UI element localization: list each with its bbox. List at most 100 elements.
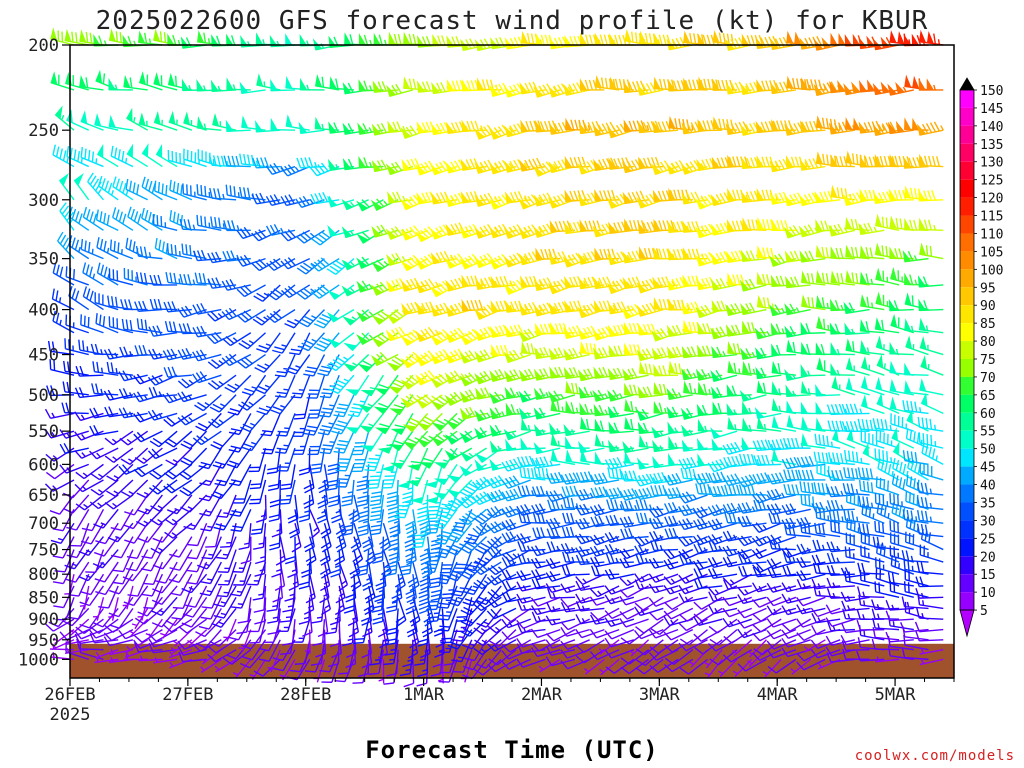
wind-barb — [693, 472, 723, 485]
wind-barb — [120, 447, 149, 465]
wind-barb — [563, 423, 590, 437]
wind-barb — [104, 406, 134, 418]
colorbar-segment — [960, 90, 974, 108]
wind-barb — [710, 326, 738, 340]
wind-barb — [213, 596, 237, 619]
wind-barb — [121, 479, 149, 498]
wind-barb — [168, 110, 193, 131]
wind-barb — [270, 117, 296, 131]
wind-barb — [342, 122, 369, 135]
wind-barb — [79, 74, 104, 91]
wind-barb — [487, 618, 517, 634]
wind-barb — [385, 326, 414, 342]
wind-barb — [335, 464, 355, 488]
wind-barb — [378, 659, 385, 684]
wind-barb — [518, 368, 546, 382]
wind-barb — [152, 522, 178, 543]
wind-barb — [89, 425, 119, 437]
colorbar-label: 80 — [980, 335, 996, 350]
colorbar-segment — [960, 592, 974, 611]
colorbar-segment — [960, 341, 974, 359]
wind-barb — [221, 307, 252, 321]
wind-barb — [303, 479, 315, 509]
wind-barb — [75, 494, 104, 511]
wind-barb — [635, 639, 664, 656]
wind-barb — [619, 573, 649, 587]
wind-barb — [167, 149, 193, 168]
wind-barb — [394, 561, 406, 592]
wind-barb — [604, 487, 634, 500]
wind-barb — [125, 549, 149, 572]
wind-barb — [360, 430, 384, 452]
wind-barb — [79, 585, 105, 607]
wind-barb — [459, 463, 487, 477]
colorbar-label: 100 — [980, 263, 1003, 278]
wind-barb — [458, 508, 487, 526]
wind-barb — [486, 573, 517, 586]
wind-barb — [163, 412, 193, 427]
wind-barb — [248, 447, 267, 473]
wind-barb — [195, 412, 222, 432]
wind-barb — [253, 585, 267, 613]
wind-barb — [330, 549, 342, 578]
wind-barb — [549, 366, 576, 379]
wind-barb — [284, 574, 296, 602]
wind-barb — [648, 573, 679, 583]
colorbar-label: 150 — [980, 84, 1003, 99]
colorbar-segment — [960, 269, 974, 288]
wind-barb — [516, 570, 546, 582]
wind-barb — [200, 561, 222, 585]
wind-barb — [314, 74, 340, 91]
wind-barb — [149, 463, 178, 480]
wind-barb — [222, 649, 252, 665]
wind-barb — [473, 508, 502, 525]
wind-barb — [153, 72, 178, 91]
wind-barb — [249, 479, 267, 505]
wind-barb — [230, 509, 252, 532]
wind-barb — [518, 390, 546, 403]
wind-barb — [52, 144, 75, 168]
wind-barb — [207, 251, 237, 264]
wind-barb — [226, 33, 251, 47]
wind-barb — [362, 561, 374, 591]
colorbar-label: 15 — [980, 568, 996, 583]
wind-barb — [594, 418, 620, 432]
wind-barb — [252, 574, 267, 601]
colorbar-segment — [960, 394, 974, 413]
wind-barb — [560, 639, 590, 650]
wind-barb — [563, 366, 590, 380]
wind-barb — [436, 561, 458, 585]
wind-barb — [216, 494, 237, 518]
wind-barb — [693, 578, 723, 590]
wind-barb — [207, 639, 237, 654]
wind-barb — [233, 479, 252, 504]
wind-barb — [459, 536, 488, 554]
wind-barb — [133, 629, 163, 643]
wind-barb — [274, 354, 296, 378]
wind-barb — [90, 463, 119, 481]
y-tick-label: 450 — [28, 346, 59, 366]
colorbar-label: 25 — [980, 532, 996, 547]
x-axis-label: Forecast Time (UTC) — [365, 736, 659, 764]
wind-barb — [229, 494, 252, 517]
wind-barb — [92, 549, 119, 569]
wind-barb — [227, 394, 252, 416]
wind-barb — [604, 543, 635, 555]
wind-barb — [560, 596, 590, 608]
wind-barb — [253, 284, 281, 302]
wind-barb — [530, 545, 561, 557]
wind-barb — [416, 412, 443, 431]
colorbar-segment — [960, 125, 974, 144]
wind-barb — [242, 639, 267, 661]
y-tick-label: 950 — [28, 631, 59, 651]
wind-barb — [619, 548, 649, 560]
wind-barb — [356, 308, 384, 322]
wind-barb — [378, 523, 392, 553]
wind-barb — [520, 417, 546, 432]
wind-barb — [98, 585, 119, 609]
y-tick-label: 250 — [28, 121, 59, 141]
wind-barb — [74, 447, 104, 459]
wind-barb — [386, 83, 414, 97]
wind-barb — [277, 608, 296, 633]
wind-barb — [206, 331, 237, 345]
